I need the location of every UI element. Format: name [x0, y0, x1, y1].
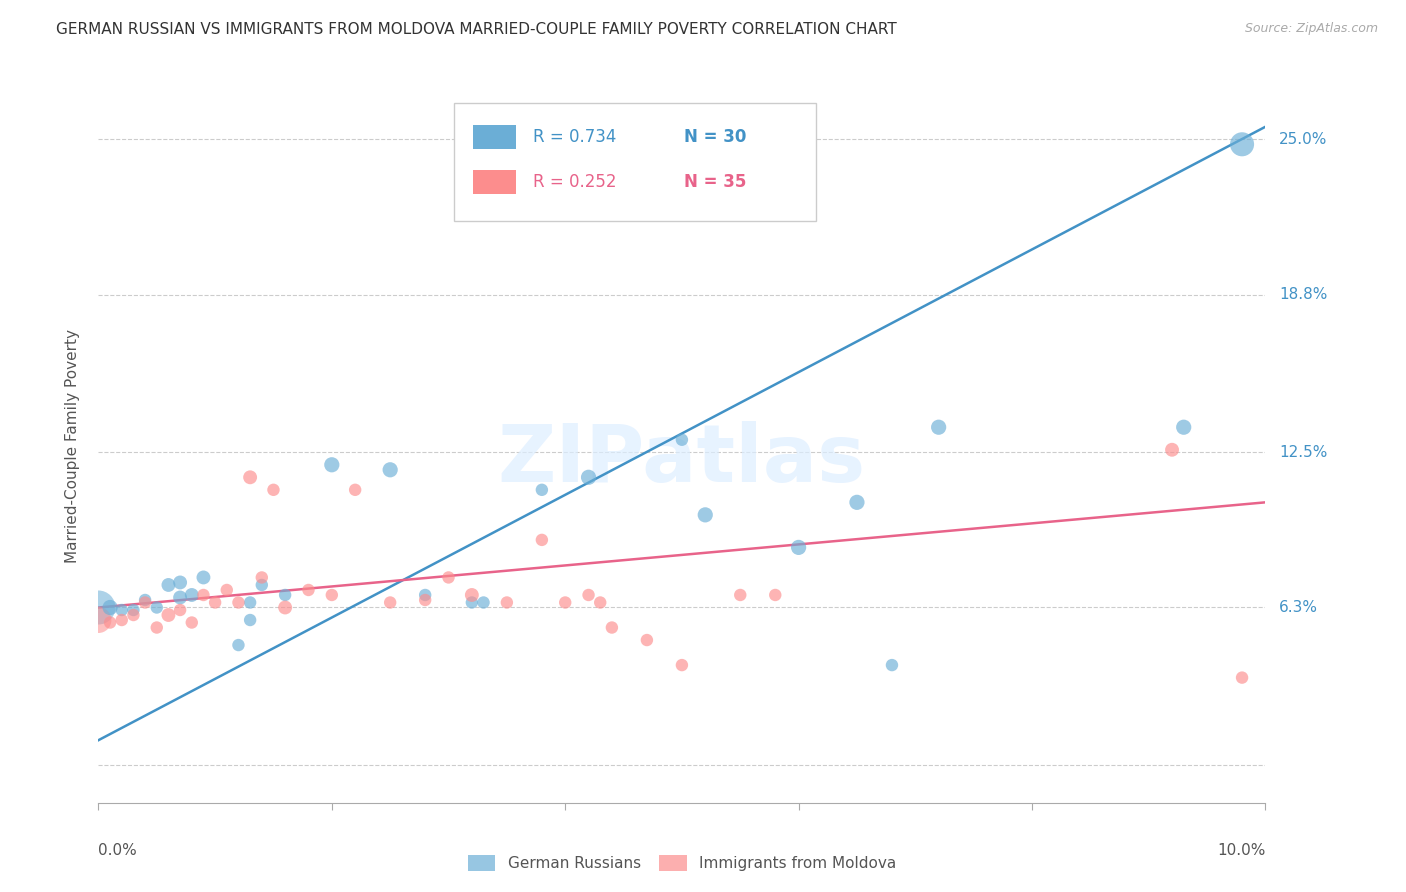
Point — [180, 615, 202, 630]
Point — [274, 600, 297, 615]
Point — [845, 495, 868, 509]
Point — [297, 582, 319, 597]
Text: 6.3%: 6.3% — [1279, 600, 1319, 615]
Point — [578, 588, 600, 602]
Point — [671, 433, 693, 447]
Point — [98, 600, 121, 615]
Point — [378, 463, 402, 477]
Point — [880, 658, 903, 673]
Point — [134, 595, 156, 609]
FancyBboxPatch shape — [472, 125, 516, 149]
Point — [157, 578, 180, 592]
Point — [228, 638, 250, 652]
Point — [250, 570, 273, 584]
Point — [437, 570, 460, 584]
Point — [215, 582, 238, 597]
Text: Source: ZipAtlas.com: Source: ZipAtlas.com — [1244, 22, 1378, 36]
Text: N = 35: N = 35 — [685, 173, 747, 191]
Point — [204, 595, 226, 609]
Point — [600, 621, 623, 635]
Point — [413, 593, 436, 607]
Point — [321, 458, 343, 472]
Point — [728, 588, 751, 602]
Point — [472, 595, 495, 609]
Point — [763, 588, 786, 602]
Point — [239, 595, 262, 609]
Point — [1173, 420, 1195, 434]
Text: R = 0.734: R = 0.734 — [533, 128, 616, 146]
Point — [378, 595, 402, 609]
Point — [274, 588, 297, 602]
Point — [554, 595, 576, 609]
Point — [250, 578, 273, 592]
Text: N = 30: N = 30 — [685, 128, 747, 146]
Point — [578, 470, 600, 484]
Point — [228, 595, 250, 609]
Point — [239, 470, 262, 484]
Legend: German Russians, Immigrants from Moldova: German Russians, Immigrants from Moldova — [461, 849, 903, 877]
Point — [122, 603, 145, 617]
Point — [111, 603, 134, 617]
Point — [636, 633, 658, 648]
Point — [695, 508, 717, 522]
Point — [157, 607, 180, 622]
Point — [146, 600, 169, 615]
Point — [530, 483, 553, 497]
Point — [461, 588, 484, 602]
Point — [180, 588, 202, 602]
Point — [146, 621, 169, 635]
Y-axis label: Married-Couple Family Poverty: Married-Couple Family Poverty — [65, 329, 80, 563]
Point — [928, 420, 950, 434]
Point — [413, 588, 436, 602]
Point — [262, 483, 284, 497]
Point — [122, 607, 145, 622]
Point — [87, 600, 110, 615]
Point — [193, 570, 215, 584]
Point — [671, 658, 693, 673]
Point — [495, 595, 517, 609]
Point — [1230, 671, 1253, 685]
Point — [169, 603, 191, 617]
Point — [193, 588, 215, 602]
Point — [530, 533, 553, 547]
Point — [344, 483, 367, 497]
Point — [461, 595, 484, 609]
Text: ZIPatlas: ZIPatlas — [498, 421, 866, 500]
Point — [87, 613, 110, 627]
Point — [111, 613, 134, 627]
Point — [169, 575, 191, 590]
Point — [787, 541, 810, 555]
Point — [589, 595, 612, 609]
Point — [239, 613, 262, 627]
Point — [98, 615, 121, 630]
Text: R = 0.252: R = 0.252 — [533, 173, 616, 191]
Text: 0.0%: 0.0% — [98, 843, 138, 858]
Point — [1230, 137, 1253, 152]
Point — [134, 593, 156, 607]
Text: GERMAN RUSSIAN VS IMMIGRANTS FROM MOLDOVA MARRIED-COUPLE FAMILY POVERTY CORRELAT: GERMAN RUSSIAN VS IMMIGRANTS FROM MOLDOV… — [56, 22, 897, 37]
FancyBboxPatch shape — [472, 169, 516, 194]
Point — [1161, 442, 1184, 457]
Text: 25.0%: 25.0% — [1279, 132, 1327, 147]
Text: 18.8%: 18.8% — [1279, 287, 1327, 302]
Point — [169, 591, 191, 605]
Text: 12.5%: 12.5% — [1279, 445, 1327, 459]
Point — [321, 588, 343, 602]
Text: 10.0%: 10.0% — [1218, 843, 1265, 858]
FancyBboxPatch shape — [454, 103, 815, 221]
